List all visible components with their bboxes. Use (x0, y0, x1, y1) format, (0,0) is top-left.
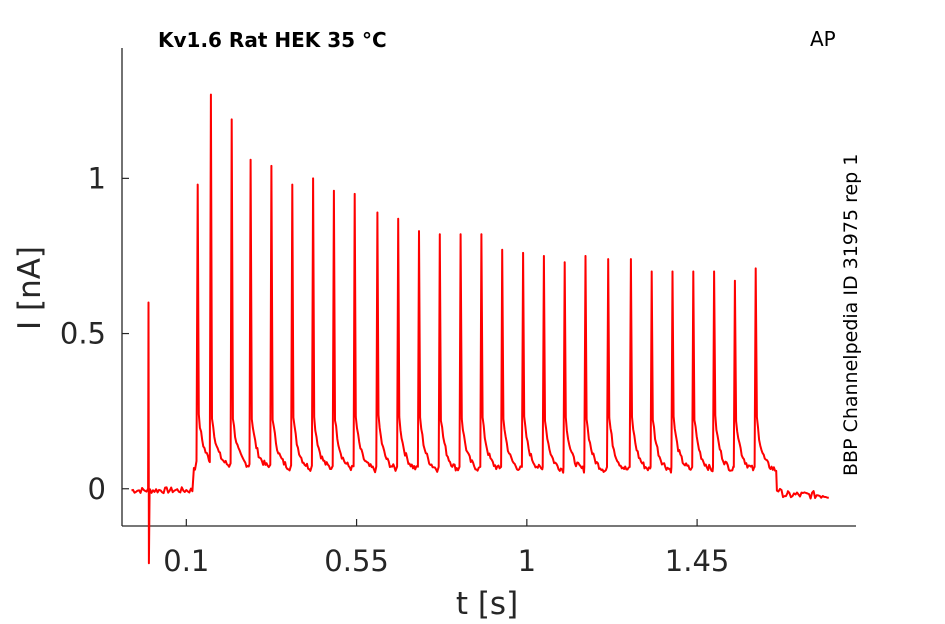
y-tick-label: 0 (88, 472, 106, 506)
x-tick-label: 0.1 (163, 544, 209, 578)
x-tick-label: 1 (518, 544, 536, 578)
ticks: 0.1 0.55 1 1.45 0 0.5 1 (60, 161, 730, 578)
y-tick-label: 0.5 (60, 317, 106, 351)
chart-title: Kv1.6 Rat HEK 35 °C (158, 28, 387, 52)
x-tick-label: 1.45 (665, 544, 730, 578)
x-axis-label: t [s] (456, 586, 518, 622)
y-tick-label: 1 (88, 161, 106, 195)
current-trace (131, 93, 829, 565)
side-label: BBP Channelpedia ID 31975 rep 1 (840, 154, 862, 476)
y-axis-label: I [nA] (12, 246, 48, 330)
x-tick-label: 0.55 (324, 544, 389, 578)
corner-label: AP (810, 27, 836, 51)
spike-peaks (196, 93, 757, 282)
